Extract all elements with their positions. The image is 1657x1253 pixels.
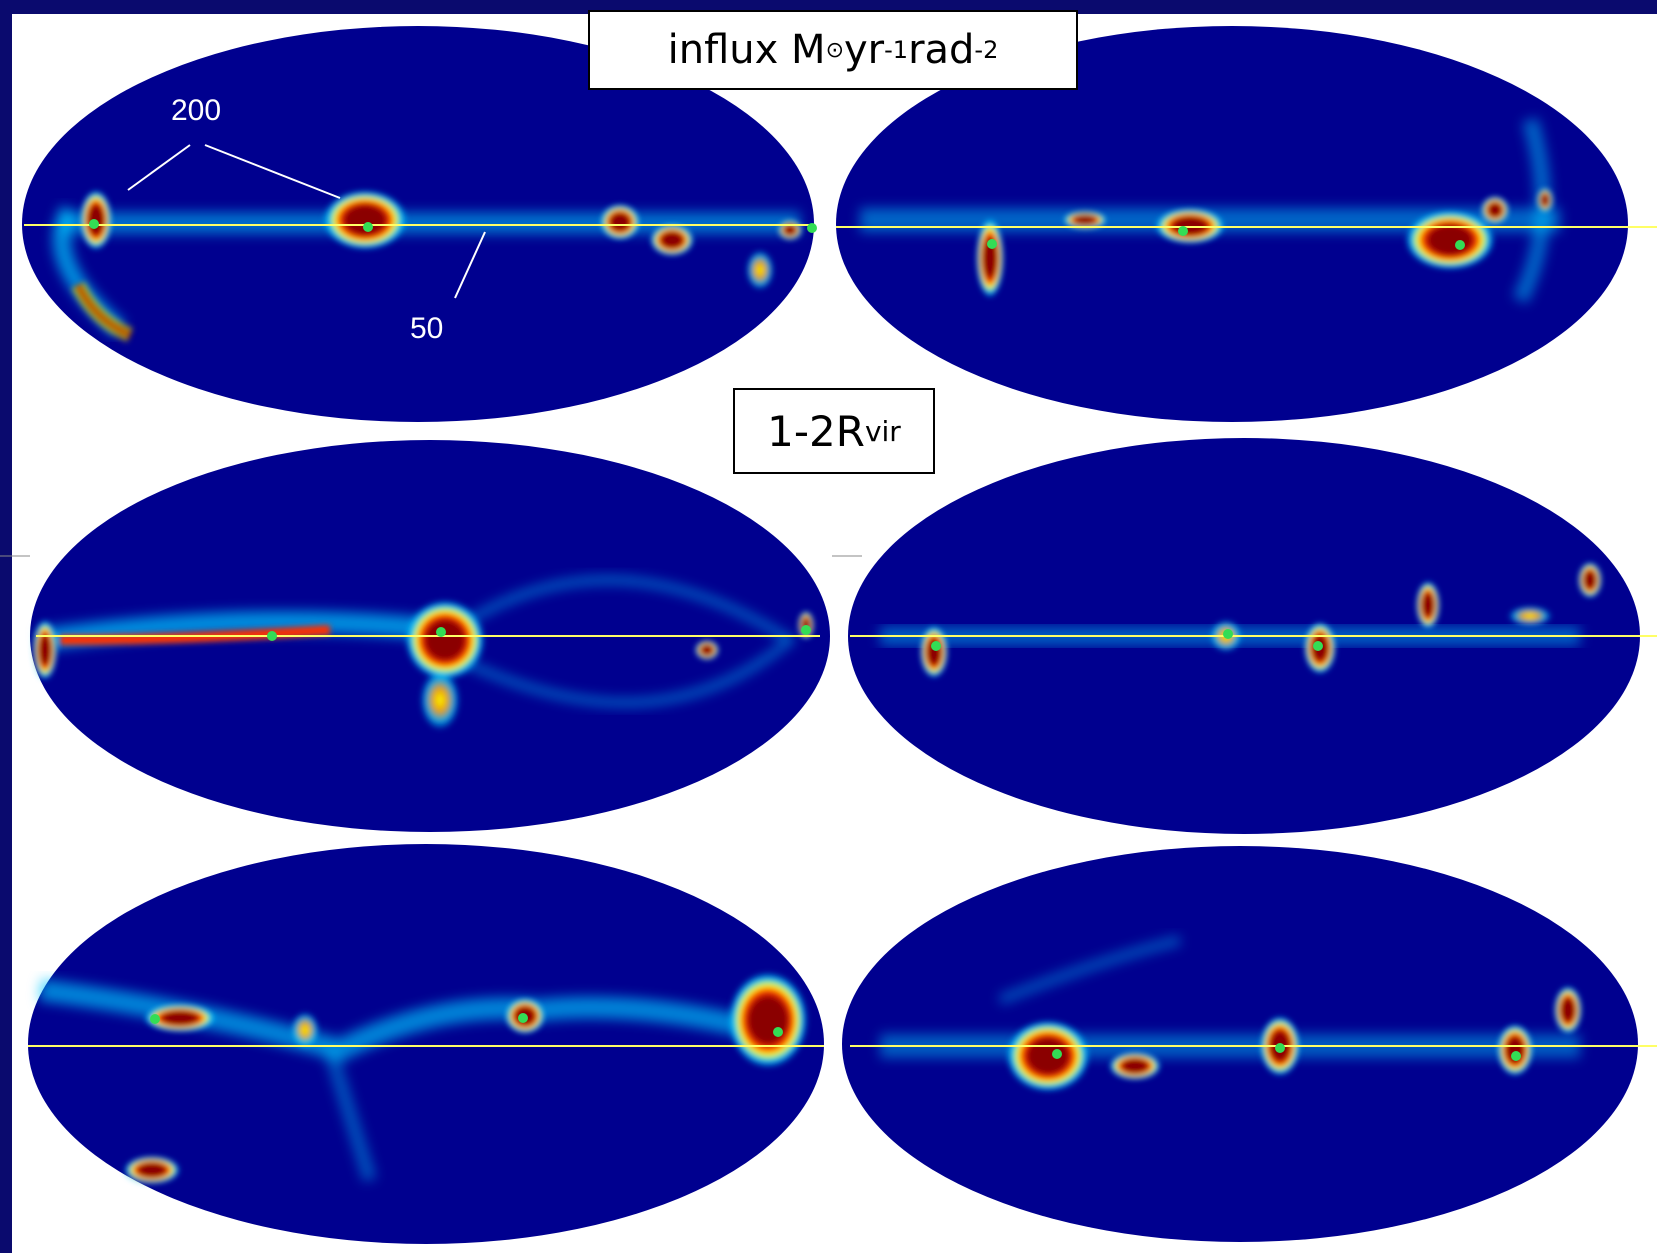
title-rad: rad [908, 27, 975, 73]
title-yr-exponent: -1 [884, 36, 909, 64]
map-2 [836, 26, 1657, 422]
title-rad-exponent: -2 [974, 36, 999, 64]
map-5-disk [28, 844, 824, 1244]
radius-label: 1-2R vir [733, 388, 935, 474]
map-1 [22, 26, 817, 422]
map-3 [30, 440, 830, 832]
title-prefix: influx M [667, 27, 826, 73]
map-5 [28, 844, 824, 1244]
map-4 [848, 438, 1657, 834]
title-label: influx M ⊙ yr -1 rad -2 [588, 10, 1078, 90]
sun-symbol: ⊙ [825, 37, 844, 63]
radius-subscript: vir [864, 414, 901, 448]
contour-200-label: 200 [171, 94, 222, 127]
contour-50-label: 50 [410, 312, 444, 345]
left-border [0, 0, 12, 1253]
map-1-center-marker [89, 219, 99, 229]
map-6 [842, 846, 1657, 1242]
title-yr: yr [844, 27, 885, 73]
radius-text: 1-2R [767, 406, 865, 456]
top-border [0, 0, 1657, 14]
